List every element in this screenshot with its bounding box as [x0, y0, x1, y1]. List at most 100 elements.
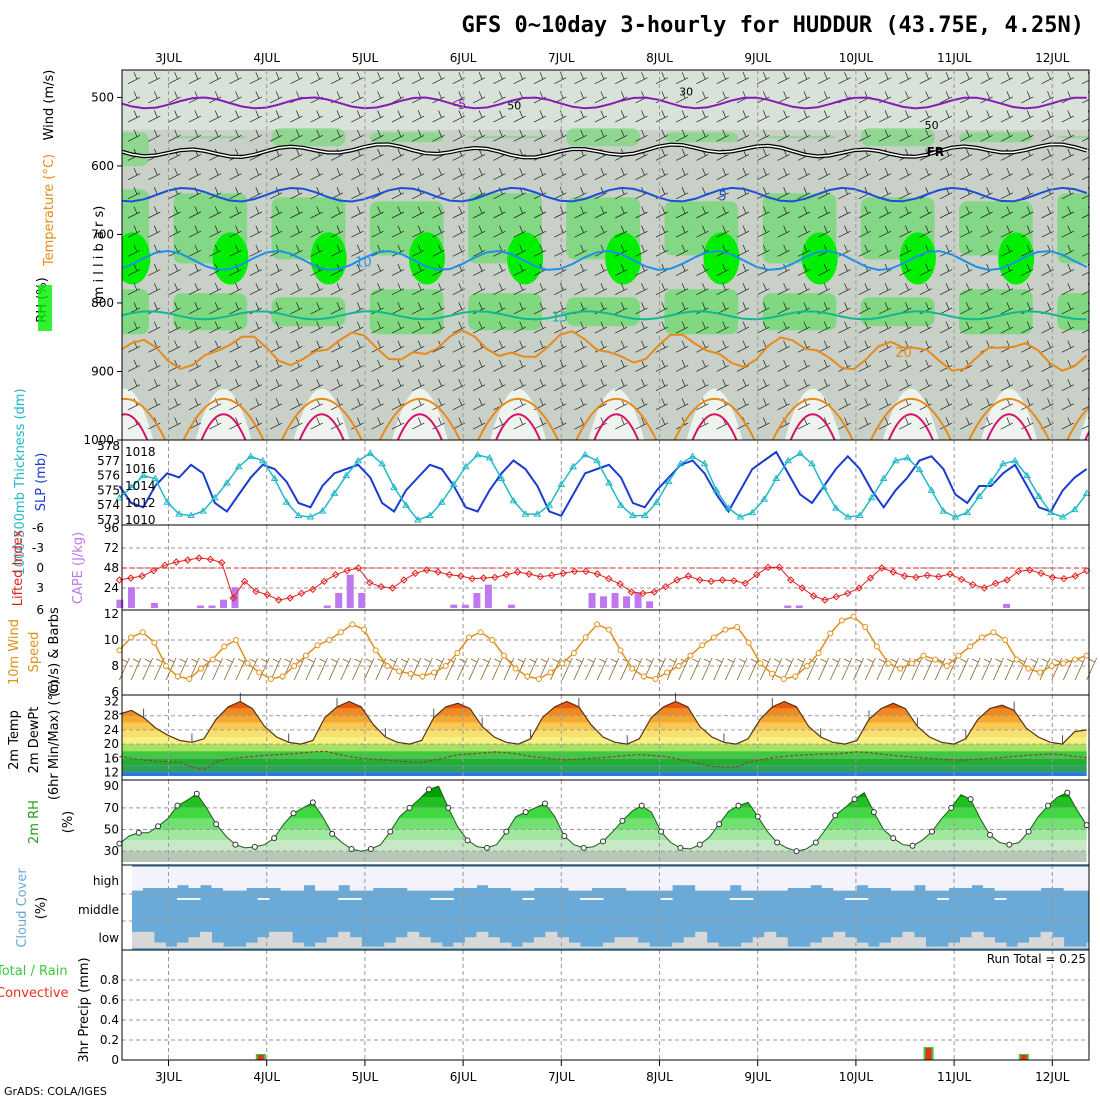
wind-speed-marker	[955, 652, 962, 659]
cloud-middle-gap	[580, 898, 593, 900]
thickness-axis-label: 1000-500mb Thickness (dm)	[13, 388, 28, 575]
thickness-tick-label: 574	[97, 498, 120, 512]
cape-lifted-index-panel: 6 3 0 -3 -6 24 48 72 96 Lifted Index CAPE (J/kg)	[11, 521, 1091, 617]
wind-barb	[594, 129, 608, 142]
thickness-marker	[139, 471, 148, 479]
cloud-high-gap	[372, 867, 385, 889]
lifted-index-marker	[468, 574, 476, 583]
wind-barb	[269, 417, 283, 430]
cloud-middle-gap	[257, 898, 270, 900]
rh-humid-patch	[369, 132, 444, 143]
precip-convective-bar	[257, 1055, 264, 1060]
cloud-high-gap	[223, 867, 236, 891]
run-total-label: Run Total = 0.25	[987, 952, 1086, 966]
cape-tick-label: 24	[104, 581, 119, 595]
isotherm-arch-hot	[495, 413, 542, 440]
wind-barb	[432, 206, 445, 219]
wind-barb	[493, 129, 506, 142]
wind-barb	[960, 244, 973, 257]
thickness-marker	[820, 483, 828, 490]
wind-barb	[249, 206, 262, 219]
wind-barb	[249, 359, 262, 372]
surface-wind-barb	[1016, 657, 1028, 681]
wind-barb	[290, 417, 303, 430]
cloud-low-fill	[303, 946, 316, 948]
wind-barb	[615, 167, 628, 180]
cloud-low-fill	[211, 942, 224, 948]
thickness-marker	[700, 459, 709, 467]
wind-barb	[574, 379, 587, 391]
wind-barb	[635, 206, 648, 219]
cloud-low-fill	[764, 931, 777, 948]
wind-barb	[209, 206, 222, 219]
cloud-low-fill	[672, 942, 685, 948]
wind-barb	[188, 244, 202, 257]
cloud-low-fill	[246, 942, 259, 948]
cloud-middle-gap	[856, 898, 869, 900]
wind-speed-marker	[815, 650, 822, 656]
lifted-index-marker	[605, 574, 613, 583]
wind-barb	[127, 110, 141, 123]
rh-marker	[193, 790, 200, 797]
surface-wind-barb	[864, 657, 876, 681]
wind-barb	[675, 129, 689, 142]
wind-barb	[960, 283, 973, 296]
wind-barb	[148, 110, 161, 123]
wind-barb	[777, 302, 790, 315]
wind-barb	[939, 321, 953, 334]
lifted-index-line	[119, 557, 1087, 601]
wind-barb	[980, 72, 993, 85]
lifted-index-marker	[479, 574, 488, 582]
wind-barb	[168, 417, 181, 430]
lifted-index-marker	[798, 584, 806, 592]
wind-barb	[432, 167, 445, 180]
wind-barb	[818, 110, 831, 123]
wind-barb	[675, 148, 689, 161]
precip-convective-bar	[1020, 1055, 1027, 1060]
wind-barb	[269, 110, 283, 123]
wind-speed-marker	[302, 652, 309, 659]
wind-barb	[209, 225, 222, 238]
thickness-marker	[879, 474, 888, 482]
wind-barb	[980, 225, 993, 238]
wind-barb	[594, 340, 608, 353]
wind-barb	[371, 110, 384, 123]
wind-barb	[249, 398, 262, 411]
wind-barb	[1061, 398, 1074, 411]
thickness-marker	[891, 456, 900, 464]
wind-barb	[757, 129, 770, 142]
pressure-tick-label: 700	[91, 227, 114, 241]
cloud-high-gap	[246, 867, 259, 889]
wind-barb	[432, 379, 445, 391]
wind-barb	[797, 359, 811, 372]
wind-barb	[229, 91, 242, 104]
wind-barb	[696, 283, 709, 296]
wind-barb	[432, 187, 445, 200]
wind-barb	[432, 302, 445, 315]
wind-axis-label-2: Speed	[27, 632, 42, 673]
wind-barb	[290, 148, 303, 161]
wind-speed-marker	[885, 660, 892, 667]
surface-wind-barb	[608, 657, 620, 681]
wind-barb	[127, 263, 141, 276]
wind-barb	[432, 72, 445, 85]
surface-wind-barb	[538, 657, 550, 681]
surface-wind-barb	[363, 657, 375, 681]
wind-barb	[127, 187, 141, 200]
cloud-high-gap	[292, 867, 305, 891]
cloud-low-fill	[430, 942, 443, 948]
wind-barb	[980, 398, 993, 411]
wind-barb	[493, 225, 506, 238]
wind-barb	[899, 72, 912, 85]
cloud-high-gap	[568, 867, 581, 891]
rh-legend-swatch	[38, 285, 52, 331]
wind-speed-marker	[209, 656, 216, 663]
surface-wind-barb	[783, 657, 795, 681]
wind-barb	[351, 340, 364, 353]
wind-barb	[127, 321, 141, 334]
lifted-index-marker	[457, 572, 465, 580]
wind-barb	[533, 283, 547, 296]
wind-barb	[736, 302, 750, 315]
wind-barb	[432, 340, 445, 353]
wind-barb	[513, 129, 526, 142]
